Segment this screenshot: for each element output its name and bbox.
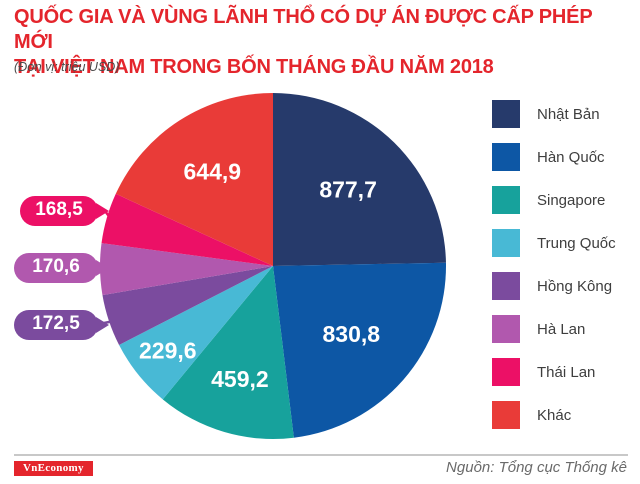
legend-swatch-khac — [492, 401, 520, 429]
slice-value-label-2: 459,2 — [211, 366, 269, 392]
legend-item-khac: Khác — [492, 401, 616, 429]
legend-swatch-thai-lan — [492, 358, 520, 386]
legend-item-hong-kong: Hồng Kông — [492, 272, 616, 300]
pie-slice-6 — [101, 193, 274, 266]
legend-swatch-ha-lan — [492, 315, 520, 343]
pie-slice-5 — [99, 243, 273, 296]
slice-value-label-7: 644,9 — [184, 158, 242, 184]
legend-label: Trung Quốc — [537, 234, 616, 252]
pie-slices: 877,7 830,8 459,2 229,6 644,9 — [99, 93, 447, 440]
legend-item-singapore: Singapore — [492, 186, 616, 214]
legend-item-thai-lan: Thái Lan — [492, 358, 616, 386]
legend-item-nhat-ban: Nhật Bản — [492, 100, 616, 128]
unit-note: (Đơn vị: triệu USD) — [14, 60, 120, 74]
pie-slice-4 — [102, 266, 274, 345]
legend-label: Thái Lan — [537, 363, 596, 381]
legend-label: Singapore — [537, 191, 606, 209]
legend-label: Hà Lan — [537, 320, 586, 338]
pie-slice-1 — [273, 262, 447, 438]
slice-value-label-1: 830,8 — [323, 321, 381, 347]
legend-label: Hồng Kông — [537, 277, 613, 295]
legend-swatch-han-quoc — [492, 143, 520, 171]
page-title: QUỐC GIA VÀ VÙNG LÃNH THỔ CÓ DỰ ÁN ĐƯỢC … — [14, 6, 593, 78]
legend-item-trung-quoc: Trung Quốc — [492, 229, 616, 257]
legend-swatch-singapore — [492, 186, 520, 214]
footer-divider — [14, 454, 628, 456]
legend: Nhật Bản Hàn Quốc Singapore Trung Quốc H… — [492, 100, 616, 429]
legend-label: Nhật Bản — [537, 105, 600, 123]
callout-label-hong-kong: 172,5 — [14, 310, 98, 340]
pie-slice-0 — [273, 93, 446, 266]
legend-item-ha-lan: Hà Lan — [492, 315, 616, 343]
slice-value-label-3: 229,6 — [139, 338, 197, 364]
pie-slice-7 — [115, 93, 273, 266]
legend-swatch-hong-kong — [492, 272, 520, 300]
source-credit: Nguồn: Tổng cục Thống kê — [446, 459, 627, 476]
vneconomy-logo: VnEconomy — [14, 461, 93, 476]
slice-value-label-0: 877,7 — [319, 176, 377, 202]
legend-label: Hàn Quốc — [537, 148, 605, 166]
legend-swatch-nhat-ban — [492, 100, 520, 128]
legend-item-han-quoc: Hàn Quốc — [492, 143, 616, 171]
legend-swatch-trung-quoc — [492, 229, 520, 257]
legend-label: Khác — [537, 406, 572, 424]
callout-label-ha-lan: 170,6 — [14, 253, 98, 283]
callout-label-thai-lan: 168,5 — [20, 196, 98, 226]
pie-slice-3 — [119, 266, 273, 400]
pie-slice-2 — [162, 266, 294, 440]
